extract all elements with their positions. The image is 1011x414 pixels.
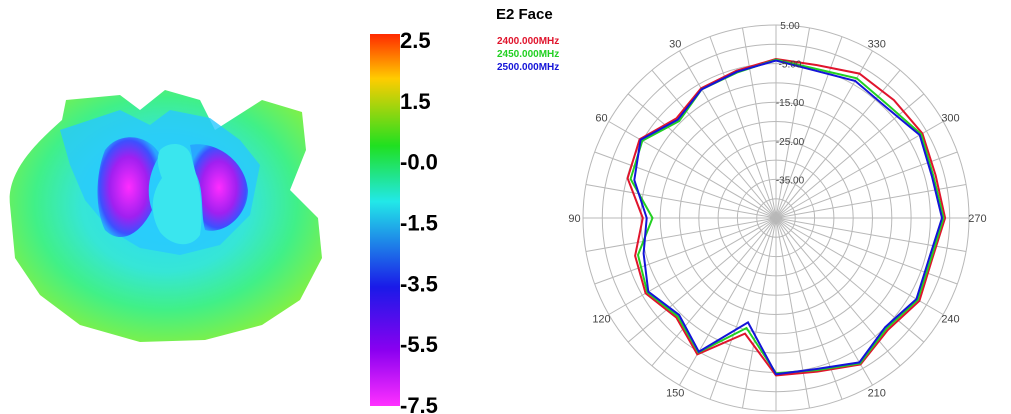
angle-tick-label: 90 bbox=[568, 213, 580, 225]
legend: 2400.000MHz 2450.000MHz 2500.000MHz bbox=[497, 36, 559, 73]
angular-gridline bbox=[679, 50, 777, 219]
polar-chart: E2 Face 2400.000MHz 2450.000MHz 2500.000MH… bbox=[496, 6, 987, 412]
angular-gridline bbox=[775, 121, 944, 219]
angular-gridline bbox=[608, 121, 777, 219]
pattern-surface bbox=[9, 90, 322, 342]
angular-gridline bbox=[775, 217, 925, 343]
radial-tick-label: -35.00 bbox=[776, 175, 805, 186]
legend-entry: 2500.000MHz bbox=[497, 62, 559, 73]
angle-tick-label: 150 bbox=[666, 387, 684, 399]
series-line-2500000mhz bbox=[633, 59, 944, 376]
angular-gridline bbox=[741, 27, 777, 219]
radial-tick-label: 5.00 bbox=[780, 21, 800, 32]
radial-tick-label: -25.00 bbox=[776, 137, 805, 148]
angular-gridline bbox=[651, 217, 777, 367]
angular-gridline bbox=[775, 217, 811, 409]
angular-gridline bbox=[594, 217, 777, 285]
angular-gridline bbox=[594, 151, 777, 219]
legend-entry: 2450.000MHz bbox=[497, 49, 559, 60]
angular-gridline bbox=[627, 93, 777, 219]
angular-gridline bbox=[585, 183, 777, 219]
angular-gridline bbox=[679, 217, 777, 386]
radial-tick-label: -15.00 bbox=[776, 98, 805, 109]
legend-entry: 2400.000MHz bbox=[497, 36, 559, 47]
series-line-2400000mhz bbox=[626, 57, 947, 377]
radial-tick-label: -5.00 bbox=[779, 60, 802, 71]
colorbar-tick-label: -5.5 bbox=[400, 332, 438, 357]
colorbar: 2.5 1.5 -0.0 -1.5 -3.5 -5.5 -7.5 bbox=[370, 28, 438, 414]
angular-gridline bbox=[651, 69, 777, 219]
3d-radiation-pattern bbox=[9, 90, 322, 342]
colorbar-gradient bbox=[370, 34, 400, 406]
angular-gridline bbox=[775, 217, 944, 315]
colorbar-tick-label: -0.0 bbox=[400, 150, 438, 175]
angular-gridline bbox=[627, 217, 777, 343]
angular-gridline bbox=[608, 217, 777, 315]
angle-tick-label: 270 bbox=[968, 213, 986, 225]
angle-tick-label: 210 bbox=[868, 387, 886, 399]
angle-tick-label: 30 bbox=[669, 39, 681, 51]
angular-gridline bbox=[585, 217, 777, 253]
chart-title: E2 Face bbox=[496, 6, 553, 23]
angular-gridline bbox=[709, 36, 777, 219]
angular-gridline bbox=[775, 69, 901, 219]
angular-gridline bbox=[709, 217, 777, 400]
angular-gridline bbox=[741, 217, 777, 409]
angle-tick-label: 330 bbox=[868, 39, 886, 51]
colorbar-tick-label: 2.5 bbox=[400, 28, 431, 53]
angular-gridline bbox=[775, 217, 873, 386]
colorbar-tick-label: -7.5 bbox=[400, 393, 438, 414]
angular-gridline bbox=[775, 36, 843, 219]
angle-tick-label: 240 bbox=[941, 314, 959, 326]
colorbar-tick-label: -3.5 bbox=[400, 271, 438, 296]
colorbar-tick-label: -1.5 bbox=[400, 211, 438, 236]
colorbar-tick-label: 1.5 bbox=[400, 89, 431, 114]
angle-tick-label: 60 bbox=[595, 112, 607, 124]
angular-gridline bbox=[775, 27, 811, 219]
angle-tick-label: 120 bbox=[592, 314, 610, 326]
angle-tick-label: 300 bbox=[941, 112, 959, 124]
